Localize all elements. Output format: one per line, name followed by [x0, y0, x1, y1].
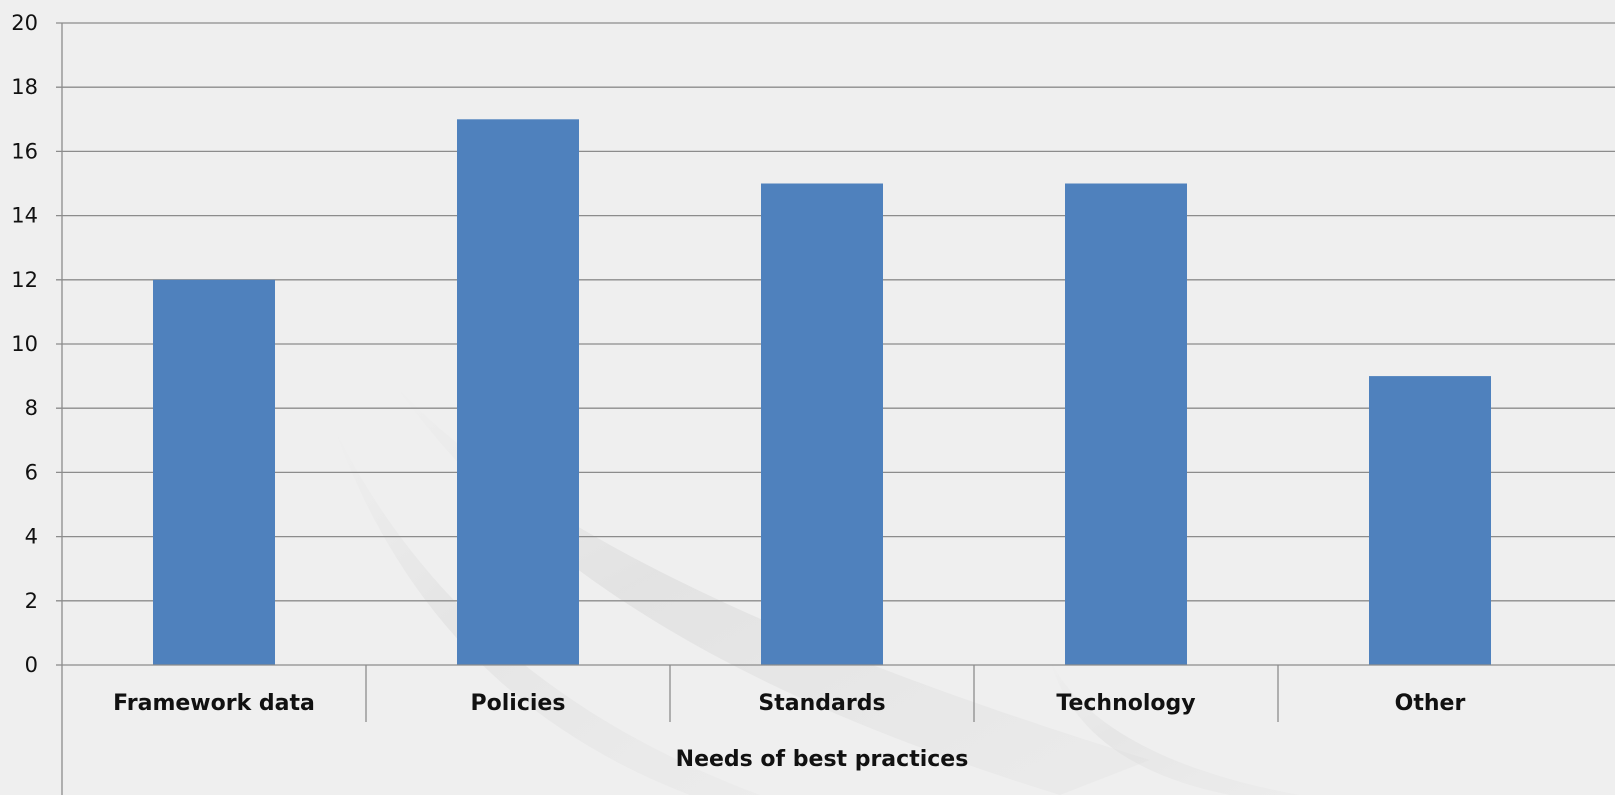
x-category-label: Policies [471, 691, 566, 716]
x-category-label: Other [1395, 691, 1466, 716]
bar-technology [1065, 183, 1187, 665]
x-axis-title: Needs of best practices [676, 747, 969, 772]
x-category-label: Framework data [113, 691, 315, 716]
bar-standards [761, 183, 883, 665]
y-tick-label: 10 [11, 332, 38, 356]
y-tick-label: 14 [11, 204, 38, 228]
y-tick-label: 0 [25, 653, 38, 677]
y-tick-label: 12 [11, 268, 38, 292]
x-category-label: Standards [758, 691, 885, 716]
y-tick-label: 16 [11, 139, 38, 163]
x-axis-categories: Framework data Policies Standards Technolog… [113, 665, 1465, 722]
y-tick-label: 8 [25, 396, 38, 420]
bar-other [1369, 376, 1491, 665]
bars [153, 119, 1491, 666]
y-axis-ticks: 0 2 4 6 8 10 12 14 16 18 20 [11, 11, 38, 677]
y-tick-label: 2 [25, 589, 38, 613]
bar-policies [457, 119, 579, 666]
y-tick-label: 4 [25, 525, 38, 549]
y-tick-label: 6 [25, 460, 38, 484]
x-category-label: Technology [1056, 691, 1195, 716]
y-tick-label: 18 [11, 75, 38, 99]
axes [61, 23, 1615, 795]
y-tick-label: 20 [11, 11, 38, 35]
bar-framework-data [153, 279, 275, 665]
background-watermark [335, 385, 1300, 795]
